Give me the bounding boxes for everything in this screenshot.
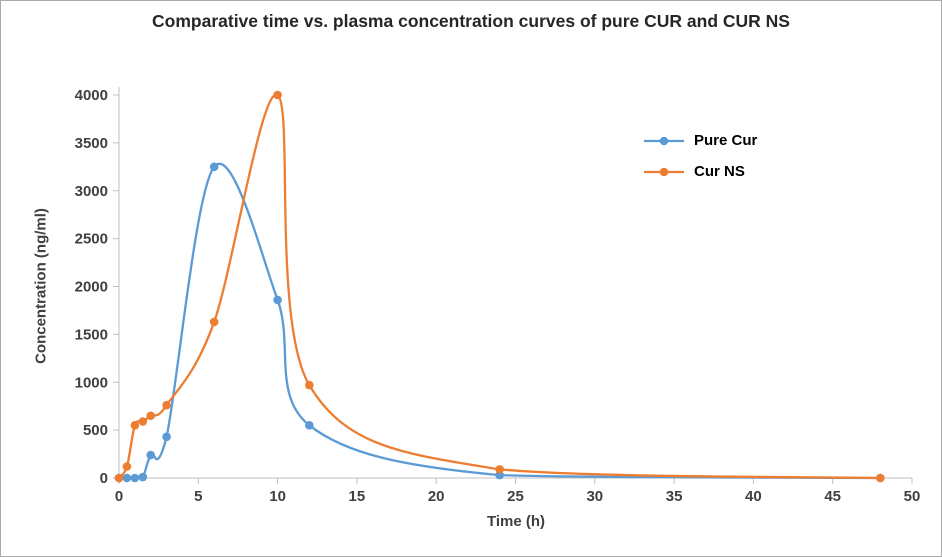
data-point-pure-cur [305,421,314,430]
x-tick-label: 40 [745,488,762,505]
legend-dot [659,136,669,145]
x-tick-label: 50 [904,488,921,505]
series-line-pure-cur [117,162,882,480]
legend-dot [659,167,669,176]
x-tick-label: 0 [115,488,123,505]
y-tick-label: 0 [100,470,108,487]
y-tick-label: 500 [83,422,108,439]
legend-label-cur-ns: Cur NS [694,163,745,180]
data-point-pure-cur [162,432,171,442]
data-point-cur-ns [495,465,504,474]
data-point-cur-ns [114,473,124,483]
x-axis-title: Time (h) [486,513,546,530]
y-tick-label: 1500 [75,326,108,343]
y-tick-label: 2500 [75,231,108,248]
x-tick-label: 45 [824,488,841,505]
legend-marker-pure-cur [644,136,684,145]
y-axis-title: Concentration (ng/ml) [32,208,50,364]
legend-item-cur-ns: Cur NS [643,163,757,180]
data-point-cur-ns [875,473,885,483]
data-point-cur-ns [209,317,219,327]
x-tick-label: 35 [666,488,683,505]
data-point-pure-cur [138,472,148,482]
data-point-cur-ns [138,417,148,426]
x-tick-label: 25 [507,488,524,505]
series-line-cur-ns [117,93,882,480]
chart-title: Comparative time vs. plasma concentratio… [152,11,790,31]
data-point-cur-ns [305,380,314,390]
data-point-pure-cur [130,473,140,483]
data-point-cur-ns [130,421,140,430]
legend-marker-cur-ns [644,167,684,176]
data-point-pure-cur [122,473,132,483]
x-tick-label: 10 [269,488,286,505]
data-point-cur-ns [122,462,132,471]
y-tick-label: 3000 [75,183,108,200]
legend-label-pure-cur: Pure Cur [694,132,758,149]
x-tick-label: 20 [428,488,445,505]
x-tick-label: 5 [194,488,202,505]
x-tick-label: 15 [349,488,366,505]
y-tick-label: 1000 [75,374,108,391]
y-tick-label: 4000 [75,87,108,104]
data-point-cur-ns [273,90,282,100]
data-point-cur-ns [162,400,171,410]
legend: Pure Cur Cur NS [643,132,757,180]
data-point-pure-cur [146,450,156,460]
data-point-cur-ns [146,411,156,421]
x-tick-label: 30 [586,488,603,505]
y-tick-label: 2000 [75,279,108,296]
y-tick-label: 3500 [75,135,108,152]
legend-item-pure-cur: Pure Cur [643,132,757,149]
data-point-pure-cur [209,162,219,172]
data-point-pure-cur [273,295,282,305]
